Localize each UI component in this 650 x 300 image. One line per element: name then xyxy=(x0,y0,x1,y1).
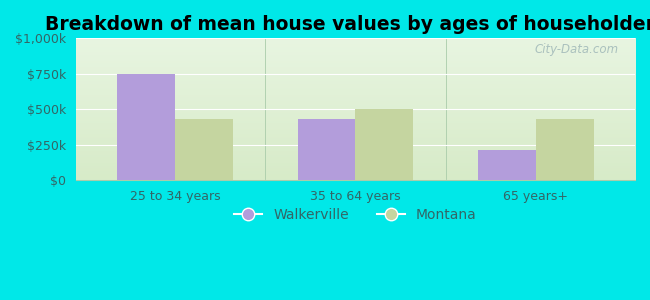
Bar xyxy=(118,74,175,180)
Bar xyxy=(175,119,233,180)
Title: Breakdown of mean house values by ages of householders: Breakdown of mean house values by ages o… xyxy=(45,15,650,34)
Bar xyxy=(536,119,593,180)
Bar xyxy=(478,150,536,180)
Bar xyxy=(298,119,356,180)
Legend: Walkerville, Montana: Walkerville, Montana xyxy=(229,202,482,227)
Text: City-Data.com: City-Data.com xyxy=(534,43,618,56)
Bar xyxy=(356,109,413,180)
